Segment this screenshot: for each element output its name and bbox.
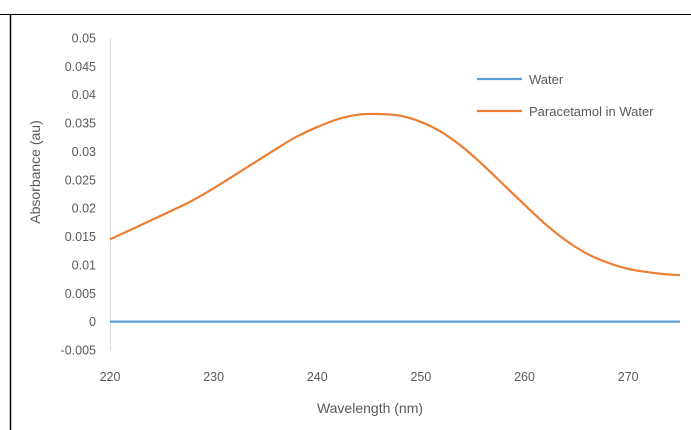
legend-label-water: Water xyxy=(529,72,564,87)
y-tick-label: 0 xyxy=(89,315,96,329)
legend-label-paracetamol: Paracetamol in Water xyxy=(529,104,654,119)
x-tick-label: 220 xyxy=(100,370,121,384)
y-tick-label: 0.025 xyxy=(65,173,96,187)
x-tick-label: 250 xyxy=(410,370,431,384)
y-tick-label: 0.045 xyxy=(65,60,96,74)
y-tick-labels: -0.005 0 0.005 0.01 0.015 0.02 0.025 0.03 0.035 0… xyxy=(61,32,97,358)
x-axis-label: Wavelength (nm) xyxy=(317,400,423,416)
y-tick-label: 0.015 xyxy=(65,230,96,244)
y-tick-label: 0.01 xyxy=(72,258,96,272)
y-tick-label: 0.035 xyxy=(65,117,96,131)
y-axis-label: Absorbance (au) xyxy=(27,120,43,224)
x-tick-label: 270 xyxy=(618,370,639,384)
legend-item-paracetamol: Paracetamol in Water xyxy=(477,104,654,119)
y-tick-label: 0.005 xyxy=(65,287,96,301)
x-tick-label: 240 xyxy=(307,370,328,384)
x-tick-label: 260 xyxy=(514,370,535,384)
x-tick-label: 230 xyxy=(203,370,224,384)
y-tick-label: 0.04 xyxy=(72,88,96,102)
y-tick-label: -0.005 xyxy=(61,344,96,358)
plot-area: -0.005 0 0.005 0.01 0.015 0.02 0.025 0.03 0.035 0… xyxy=(61,32,681,384)
y-tick-label: 0.02 xyxy=(72,202,96,216)
series-lines xyxy=(109,112,681,323)
legend: Water Paracetamol in Water xyxy=(477,72,654,119)
series-line-paracetamol-in-water xyxy=(109,112,681,277)
y-tick-label: 0.05 xyxy=(72,32,96,46)
y-tick-label: 0.03 xyxy=(72,145,96,159)
legend-item-water: Water xyxy=(477,72,564,87)
x-tick-labels: 220 230 240 250 260 270 xyxy=(100,370,639,384)
